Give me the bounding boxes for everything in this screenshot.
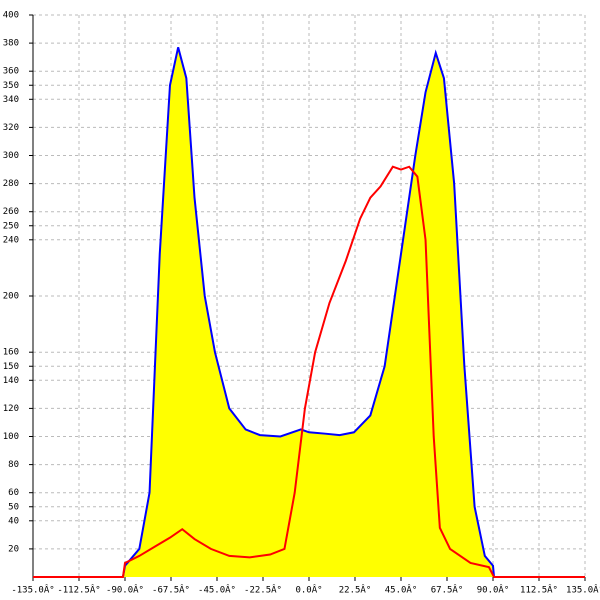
x-tick-label: 90.0Â° xyxy=(477,584,510,596)
y-tick-label: 200 xyxy=(3,292,19,302)
x-tick-label: -90.0Â° xyxy=(106,584,144,596)
x-tick-label: -22.5Â° xyxy=(244,584,282,596)
y-tick-label: 120 xyxy=(3,404,19,414)
x-tick-label: 112.5Â° xyxy=(520,584,558,596)
y-tick-label: 380 xyxy=(3,39,19,49)
series-line xyxy=(33,165,585,578)
y-tick-label: 60 xyxy=(8,488,19,498)
x-tick-label: 45.0Â° xyxy=(385,584,418,596)
y-tick-label: 360 xyxy=(3,67,19,77)
x-tick-label: -45.0Â° xyxy=(198,584,236,596)
x-tick-label: 22.5Â° xyxy=(339,584,372,596)
y-tick-label: 340 xyxy=(3,95,19,105)
y-tick-label: 240 xyxy=(3,235,19,245)
x-tick-label: 67.5Â° xyxy=(431,584,464,596)
y-tick-label: 40 xyxy=(8,516,19,526)
x-tick-label: 0.0Â° xyxy=(295,584,322,596)
y-tick-label: 350 xyxy=(3,81,19,91)
y-tick-label: 250 xyxy=(3,221,19,231)
x-tick-label: 135.0Â° xyxy=(566,584,600,596)
series-line xyxy=(121,47,496,578)
y-tick-label: 150 xyxy=(3,362,19,372)
y-tick-label: 140 xyxy=(3,376,19,386)
y-tick-label: 320 xyxy=(3,123,19,133)
x-tick-label: -135.0Â° xyxy=(11,584,54,596)
y-tick-label: 50 xyxy=(8,502,19,512)
x-tick-label: -67.5Â° xyxy=(152,584,190,596)
y-tick-label: 20 xyxy=(8,544,19,554)
area-fill xyxy=(122,47,495,577)
y-tick-label: 400 xyxy=(3,11,19,21)
y-tick-label: 160 xyxy=(3,348,19,358)
y-tick-label: 280 xyxy=(3,179,19,189)
y-tick-label: 260 xyxy=(3,207,19,217)
x-tick-label: -112.5Â° xyxy=(57,584,100,596)
y-tick-label: 80 xyxy=(8,460,19,470)
y-tick-label: 100 xyxy=(3,432,19,442)
y-tick-label: 300 xyxy=(3,151,19,161)
